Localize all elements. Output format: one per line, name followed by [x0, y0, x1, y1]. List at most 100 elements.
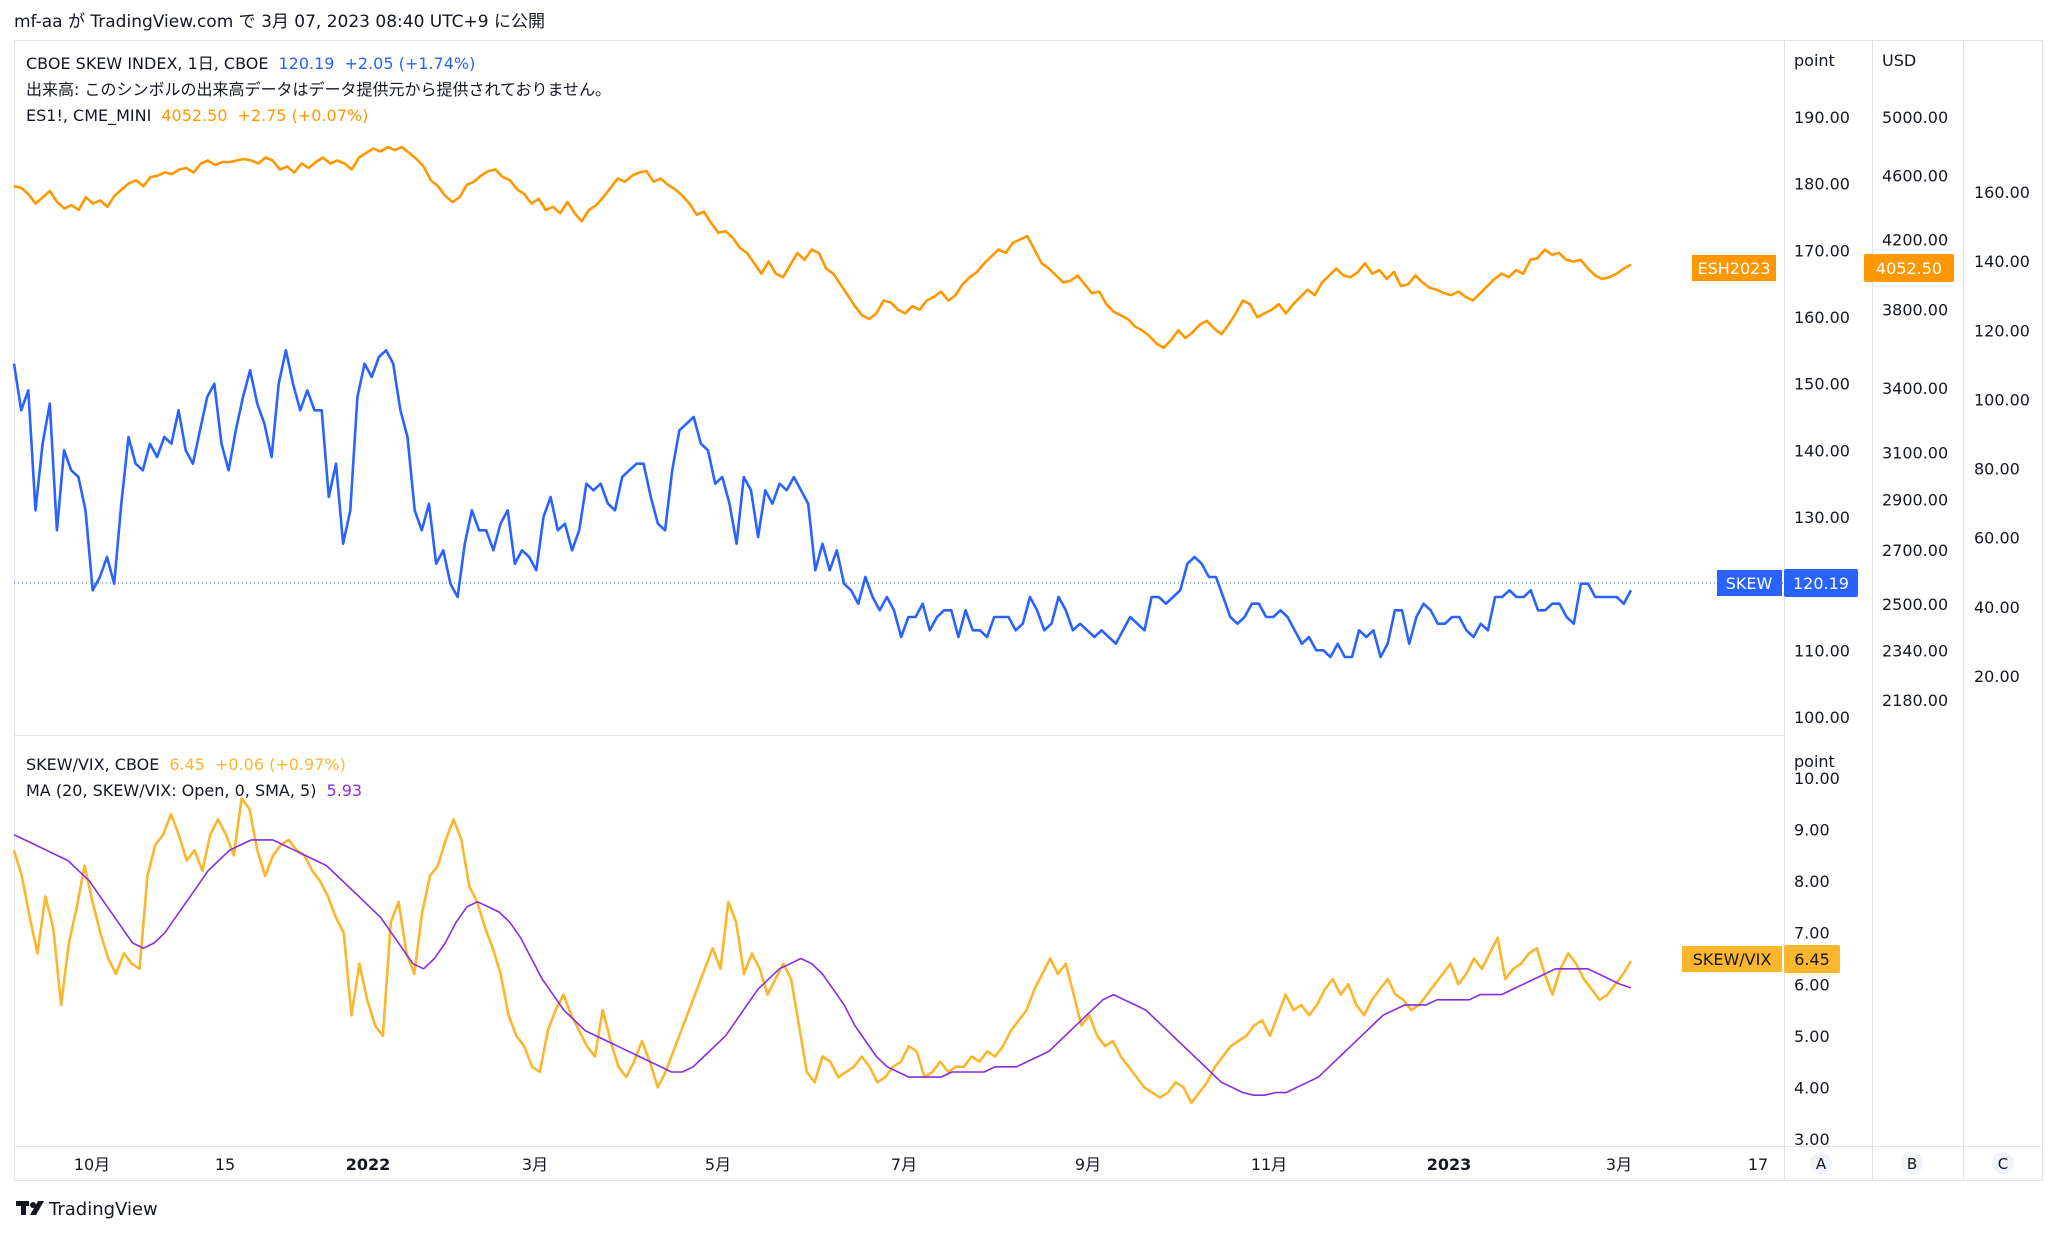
usd-tick-label: 2340.00: [1882, 641, 1948, 660]
point-tick-label: 170.00: [1794, 241, 1850, 260]
svg-text:SKEW/VIX: SKEW/VIX: [1693, 950, 1772, 969]
es-symbol-badge: ESH2023: [1692, 255, 1776, 281]
ma-legend-value: 5.93: [326, 781, 362, 800]
ratio-axis-ticks: 10.00 9.00 8.00 7.00 6.00 5.00 4.00 3.00: [1794, 769, 1840, 1149]
ratio-legend-change: +0.06 (+0.97%): [215, 755, 346, 774]
es-value-badge: 4052.50: [1864, 254, 1954, 282]
es-legend-value: 4052.50: [161, 106, 227, 125]
point-tick-label: 140.00: [1794, 441, 1850, 460]
ratio-tick-label: 7.00: [1794, 924, 1830, 943]
pane-button-c[interactable]: C: [1992, 1152, 2014, 1174]
right-tick-label: 160.00: [1974, 183, 2030, 202]
usd-tick-label: 5000.00: [1882, 108, 1948, 127]
time-tick-label: 9月: [1075, 1155, 1101, 1174]
ma-line: [13, 833, 1632, 1096]
svg-text:C: C: [1998, 1155, 2008, 1173]
skew-value-badge: 120.19: [1784, 569, 1858, 597]
svg-text:4052.50: 4052.50: [1876, 259, 1942, 278]
ratio-tick-label: 10.00: [1794, 769, 1840, 788]
usd-tick-label: 3100.00: [1882, 444, 1948, 463]
tradingview-brand-text: TradingView: [48, 1199, 158, 1220]
legend-bottom: SKEW/VIX, CBOE 6.45 +0.06 (+0.97%) MA (20,…: [26, 755, 362, 800]
right-tick-label: 140.00: [1974, 252, 2030, 271]
bottom-point-axis-title: point: [1794, 752, 1835, 771]
time-tick-label: 17: [1748, 1155, 1768, 1174]
es-legend-change: +2.75 (+0.07%): [238, 106, 369, 125]
right-tick-label: 40.00: [1974, 598, 2020, 617]
time-tick-label: 11月: [1251, 1155, 1287, 1174]
ratio-tick-label: 4.00: [1794, 1078, 1830, 1097]
usd-tick-label: 3800.00: [1882, 301, 1948, 320]
time-tick-label: 5月: [705, 1155, 731, 1174]
es-series-path: [13, 145, 1632, 349]
ma-legend-name: MA (20, SKEW/VIX: Open, 0, SMA, 5): [26, 781, 316, 800]
es-line: [13, 145, 1632, 349]
skew-legend-name: CBOE SKEW INDEX, 1日, CBOE: [26, 54, 269, 73]
usd-tick-label: 2500.00: [1882, 595, 1948, 614]
ma-series-path: [13, 833, 1632, 1096]
ratio-tick-label: 8.00: [1794, 872, 1830, 891]
skew-series-path: [12, 349, 1633, 659]
point-tick-label: 100.00: [1794, 708, 1850, 727]
point-tick-label: 190.00: [1794, 108, 1850, 127]
ratio-tick-label: 3.00: [1794, 1130, 1830, 1149]
pane-button-a[interactable]: A: [1810, 1152, 1832, 1174]
svg-text:A: A: [1816, 1155, 1827, 1173]
svg-text:ESH2023: ESH2023: [1697, 259, 1770, 278]
ratio-line: [12, 797, 1633, 1105]
ratio-series-path: [12, 797, 1633, 1105]
svg-text:6.45: 6.45: [1794, 950, 1830, 969]
ratio-legend-value: 6.45: [169, 755, 205, 774]
time-tick-label: 7月: [891, 1155, 917, 1174]
right-tick-label: 100.00: [1974, 390, 2030, 409]
usd-tick-label: 3400.00: [1882, 379, 1948, 398]
ratio-symbol-badge: SKEW/VIX: [1682, 946, 1782, 972]
right-tick-label: 20.00: [1974, 667, 2020, 686]
pane-button-b[interactable]: B: [1901, 1152, 1923, 1174]
volume-note: 出来高: このシンボルの出来高データはデータ提供元から提供されておりません。: [26, 80, 611, 99]
ratio-legend-name: SKEW/VIX, CBOE: [26, 755, 159, 774]
point-tick-label: 130.00: [1794, 508, 1850, 527]
point-axis-ticks: 190.00 180.00 170.00 160.00 150.00 140.00 130.…: [1794, 108, 1850, 727]
right-axis-ticks: 160.00 140.00 120.00 100.00 80.00 60.00 40.00 2…: [1974, 183, 2030, 686]
tradingview-logo[interactable]: TradingView: [16, 1199, 158, 1220]
point-tick-label: 110.00: [1794, 641, 1850, 660]
chart-frame: [14, 40, 2043, 1181]
usd-tick-label: 4600.00: [1882, 167, 1948, 186]
usd-tick-label: 2700.00: [1882, 541, 1948, 560]
usd-tick-label: 2180.00: [1882, 691, 1948, 710]
skew-symbol-badge: SKEW: [1717, 570, 1782, 596]
skew-line: [12, 349, 1633, 659]
time-tick-label: 3月: [1606, 1155, 1632, 1174]
publish-line: mf-aa が TradingView.com で 3月 07, 2023 08…: [14, 12, 545, 32]
svg-text:SKEW: SKEW: [1726, 574, 1773, 593]
point-tick-label: 160.00: [1794, 308, 1850, 327]
tradingview-logo-icon: [16, 1201, 44, 1215]
right-tick-label: 80.00: [1974, 460, 2020, 479]
usd-tick-label: 4200.00: [1882, 231, 1948, 250]
time-tick-label: 2022: [346, 1155, 391, 1174]
time-tick-label: 10月: [74, 1155, 110, 1174]
skew-legend-value: 120.19: [279, 54, 335, 73]
time-tick-label: 15: [215, 1155, 235, 1174]
ratio-tick-label: 9.00: [1794, 821, 1830, 840]
usd-axis-ticks: 5000.00 4600.00 4200.00 3800.00 3400.00 3100.…: [1882, 108, 1948, 710]
svg-text:MA (20, SKEW/VIX: Open, 0, SMA: MA (20, SKEW/VIX: Open, 0, SMA, 5) 5.93: [26, 781, 362, 800]
right-tick-label: 120.00: [1974, 321, 2030, 340]
skew-legend-change: +2.05 (+1.74%): [344, 54, 475, 73]
top-point-axis-title: point: [1794, 51, 1835, 70]
time-tick-label: 3月: [522, 1155, 548, 1174]
ratio-tick-label: 5.00: [1794, 1027, 1830, 1046]
point-tick-label: 180.00: [1794, 175, 1850, 194]
ratio-value-badge: 6.45: [1784, 945, 1840, 973]
svg-text:120.19: 120.19: [1793, 574, 1849, 593]
right-tick-label: 60.00: [1974, 529, 2020, 548]
svg-text:B: B: [1907, 1155, 1917, 1173]
time-tick-label: 2023: [1427, 1155, 1472, 1174]
time-axis-ticks: 10月 15 2022 3月 5月 7月 9月 11月 2023 3月 17: [74, 1155, 1768, 1174]
ratio-tick-label: 6.00: [1794, 975, 1830, 994]
top-usd-axis-title: USD: [1882, 51, 1916, 70]
